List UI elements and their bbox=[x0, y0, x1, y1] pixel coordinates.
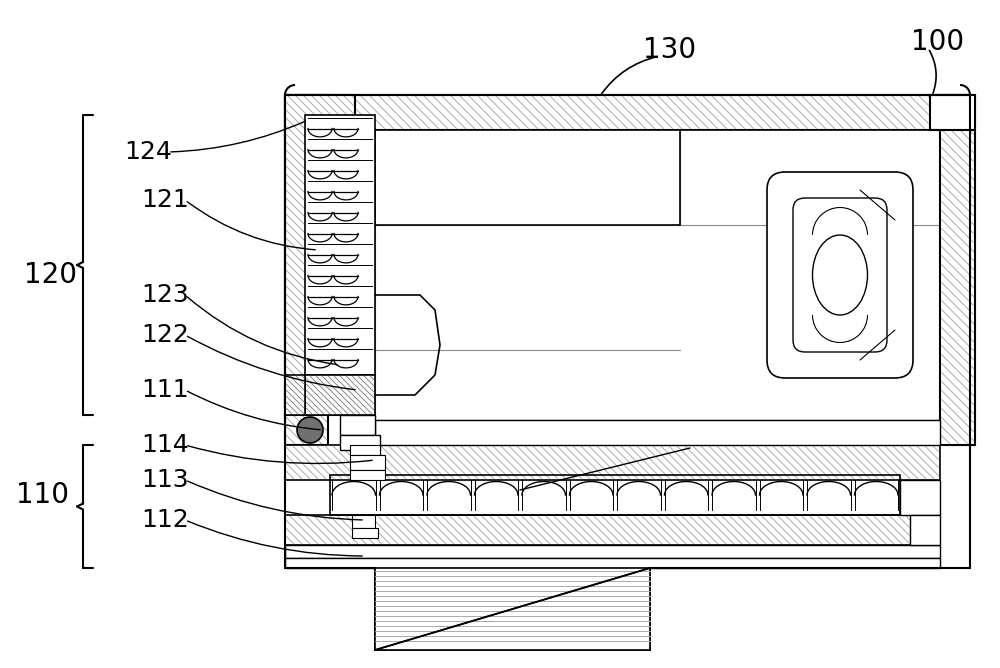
Bar bbox=[375, 420, 940, 445]
Bar bbox=[305, 375, 375, 415]
Text: 111: 111 bbox=[141, 378, 189, 402]
Bar bbox=[285, 445, 940, 480]
Bar bbox=[900, 480, 940, 515]
Bar bbox=[340, 435, 380, 450]
Text: 130: 130 bbox=[643, 36, 697, 64]
Bar bbox=[340, 415, 375, 435]
Bar bbox=[285, 95, 328, 445]
Bar bbox=[285, 545, 940, 558]
Text: 124: 124 bbox=[124, 140, 172, 164]
Text: 113: 113 bbox=[141, 468, 189, 492]
Bar bbox=[910, 515, 940, 545]
Text: 110: 110 bbox=[16, 481, 69, 509]
Ellipse shape bbox=[812, 235, 868, 315]
Bar bbox=[375, 130, 680, 225]
Bar bbox=[350, 470, 385, 480]
Text: 100: 100 bbox=[911, 28, 965, 56]
Text: 114: 114 bbox=[141, 433, 189, 457]
Bar bbox=[350, 445, 380, 455]
Circle shape bbox=[297, 417, 323, 443]
Bar bbox=[352, 515, 375, 528]
FancyBboxPatch shape bbox=[767, 172, 913, 378]
Text: 112: 112 bbox=[141, 508, 189, 532]
FancyBboxPatch shape bbox=[793, 198, 887, 352]
Text: 120: 120 bbox=[24, 261, 77, 289]
Bar bbox=[285, 515, 940, 545]
Text: 122: 122 bbox=[141, 323, 189, 347]
Text: 121: 121 bbox=[141, 188, 189, 212]
Bar bbox=[930, 95, 975, 130]
Bar bbox=[285, 375, 305, 415]
Bar bbox=[285, 558, 940, 568]
Bar bbox=[375, 130, 680, 225]
Bar bbox=[285, 95, 355, 415]
Bar bbox=[375, 568, 650, 650]
Bar bbox=[285, 95, 970, 130]
Bar bbox=[375, 130, 940, 420]
Text: 123: 123 bbox=[141, 283, 189, 307]
Bar bbox=[305, 115, 375, 375]
Bar bbox=[350, 455, 385, 470]
Bar bbox=[352, 528, 378, 538]
Bar bbox=[940, 95, 975, 445]
Bar bbox=[375, 568, 650, 650]
Bar bbox=[330, 475, 900, 515]
